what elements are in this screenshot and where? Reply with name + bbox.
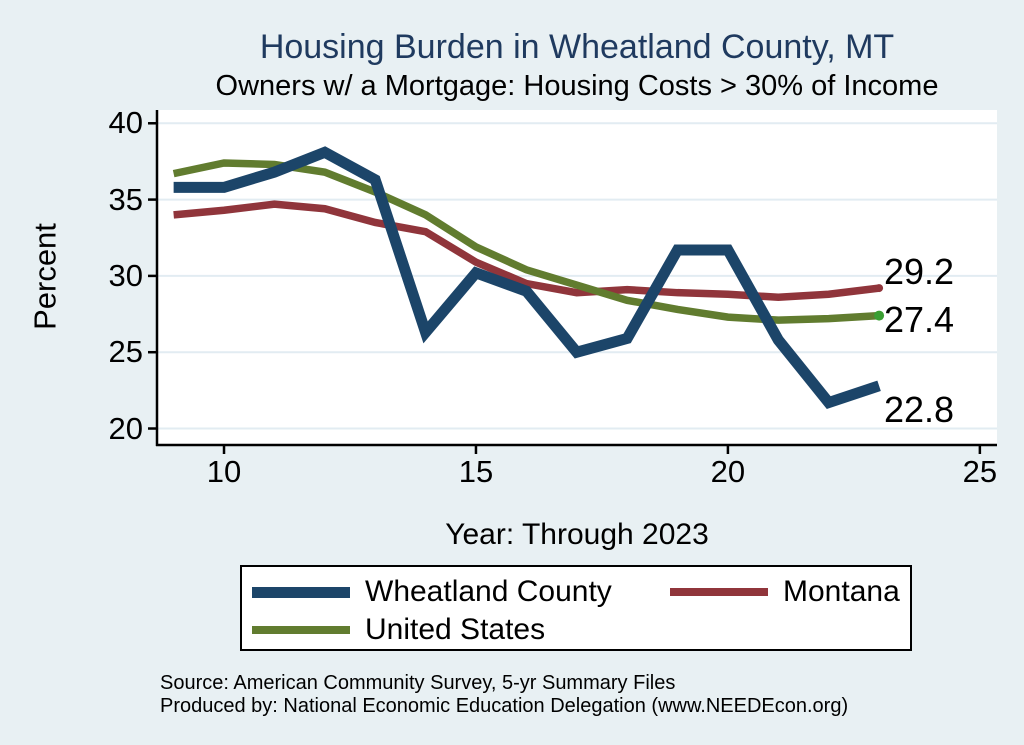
- source-note: Source: American Community Survey, 5-yr …: [160, 672, 676, 694]
- united-states-line-swatch: [252, 626, 350, 634]
- end-label-united-states: 27.4: [884, 298, 955, 340]
- x-tick-label-15: 15: [458, 454, 494, 489]
- legend-label: Montana: [783, 575, 900, 608]
- end-dot-united-states: [874, 310, 885, 321]
- end-label-montana: 29.2: [884, 251, 955, 293]
- legend: Wheatland County Montana United States: [240, 565, 912, 651]
- legend-label: Wheatland County: [365, 575, 612, 608]
- x-tick-label-20: 20: [710, 454, 746, 489]
- legend-item-montana: Montana: [670, 573, 900, 611]
- y-tick-label-40: 40: [108, 105, 143, 141]
- series-line-montana: [173, 200, 880, 302]
- wheatland-county-line-swatch: [252, 586, 350, 598]
- y-tick-label-25: 25: [108, 334, 143, 370]
- end-dot-montana: [875, 284, 884, 293]
- x-tick-label-10: 10: [206, 454, 242, 489]
- legend-item-wheatland-county: Wheatland County: [252, 573, 612, 611]
- y-tick-label-35: 35: [108, 181, 143, 217]
- end-label-wheatland-county: 22.8: [884, 388, 955, 430]
- produced-by-note: Produced by: National Economic Education…: [160, 694, 849, 717]
- legend-item-united-states: United States: [252, 611, 545, 649]
- x-axis-title: Year: Through 2023: [445, 518, 709, 551]
- legend-label: United States: [365, 613, 546, 646]
- chart-subtitle: Owners w/ a Mortgage: Housing Costs > 30…: [215, 70, 939, 102]
- montana-line-swatch: [670, 588, 768, 596]
- chart-title: Housing Burden in Wheatland County, MT: [259, 28, 895, 66]
- series-line-wheatland-county: [173, 146, 881, 409]
- plot-area: [158, 110, 997, 445]
- y-tick-label-20: 20: [108, 410, 143, 446]
- y-tick-label-30: 30: [108, 257, 143, 293]
- footer-notes: Source: American Community Survey, 5-yr …: [160, 672, 848, 717]
- x-tick-label-25: 25: [962, 454, 998, 489]
